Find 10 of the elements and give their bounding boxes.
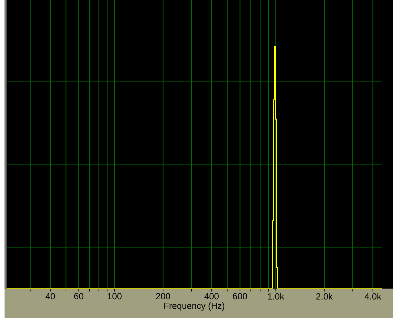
x-tick-label: 400 <box>204 293 219 300</box>
x-tick-label: 40 <box>46 293 56 300</box>
x-tick-label: 60 <box>74 293 84 300</box>
x-tick-label: 4.0k <box>364 293 382 300</box>
x-tick-label: 600 <box>233 293 248 300</box>
x-tick-label: 100 <box>108 293 122 300</box>
x-tick-label: 1.0k <box>268 293 284 300</box>
x-tick-label: 200 <box>156 293 170 300</box>
x-axis-title: Frequency (Hz) <box>164 302 225 311</box>
x-tick-label: 2.0k <box>316 293 333 300</box>
